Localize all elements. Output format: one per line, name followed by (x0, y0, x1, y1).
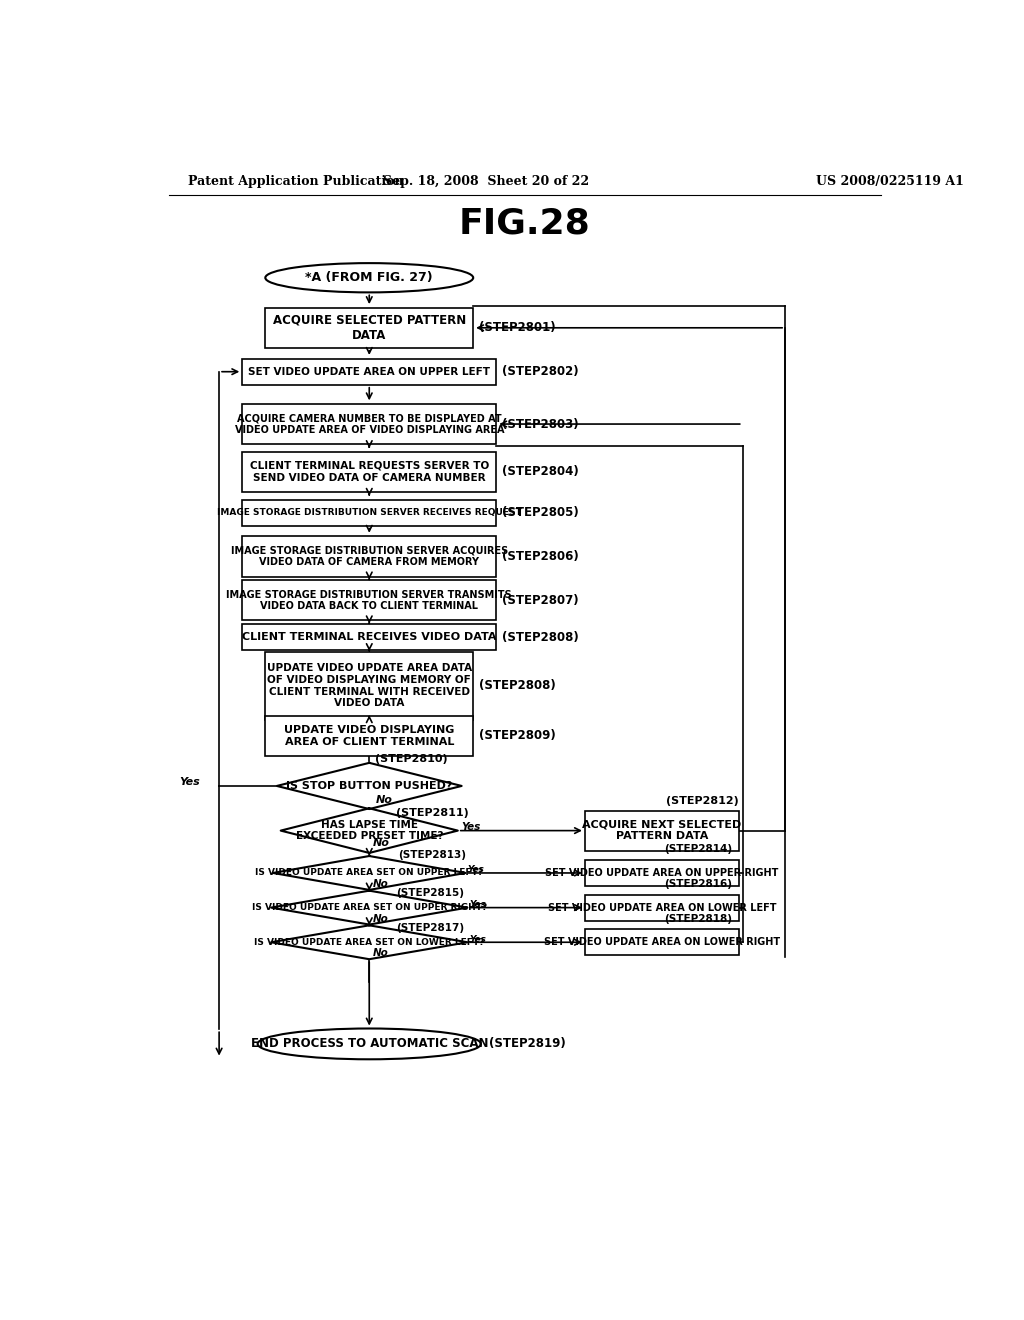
Text: (STEP2808): (STEP2808) (503, 631, 580, 644)
Text: Patent Application Publication: Patent Application Publication (188, 176, 403, 187)
FancyBboxPatch shape (585, 895, 739, 921)
Polygon shape (273, 857, 466, 890)
FancyBboxPatch shape (585, 810, 739, 850)
Text: (STEP2809): (STEP2809) (479, 730, 556, 742)
FancyBboxPatch shape (243, 499, 497, 525)
FancyBboxPatch shape (585, 859, 739, 886)
Polygon shape (281, 808, 458, 853)
Text: US 2008/0225119 A1: US 2008/0225119 A1 (816, 176, 964, 187)
Text: ACQUIRE NEXT SELECTED
PATTERN DATA: ACQUIRE NEXT SELECTED PATTERN DATA (583, 820, 741, 841)
Text: (STEP2819): (STEP2819) (488, 1038, 565, 1051)
Text: (STEP2801): (STEP2801) (479, 321, 556, 334)
Text: (STEP2811): (STEP2811) (396, 808, 469, 817)
Text: (STEP2802): (STEP2802) (503, 366, 580, 379)
Text: (STEP2818): (STEP2818) (665, 913, 732, 924)
Text: IS VIDEO UPDATE AREA SET ON UPPER RIGHT?: IS VIDEO UPDATE AREA SET ON UPPER RIGHT? (252, 903, 486, 912)
Text: Yes: Yes (179, 777, 200, 787)
Text: *A (FROM FIG. 27): *A (FROM FIG. 27) (305, 271, 433, 284)
Ellipse shape (265, 263, 473, 293)
Text: IMAGE STORAGE DISTRIBUTION SERVER TRANSMITS
VIDEO DATA BACK TO CLIENT TERMINAL: IMAGE STORAGE DISTRIBUTION SERVER TRANSM… (226, 590, 512, 611)
Text: (STEP2803): (STEP2803) (503, 417, 580, 430)
Text: IS VIDEO UPDATE AREA SET ON LOWER LEFT?: IS VIDEO UPDATE AREA SET ON LOWER LEFT? (254, 937, 484, 946)
Text: (STEP2816): (STEP2816) (665, 879, 732, 890)
FancyBboxPatch shape (243, 581, 497, 620)
Text: IMAGE STORAGE DISTRIBUTION SERVER ACQUIRES
VIDEO DATA OF CAMERA FROM MEMORY: IMAGE STORAGE DISTRIBUTION SERVER ACQUIR… (230, 545, 508, 568)
Text: CLIENT TERMINAL RECEIVES VIDEO DATA: CLIENT TERMINAL RECEIVES VIDEO DATA (242, 632, 497, 643)
FancyBboxPatch shape (243, 359, 497, 385)
Text: Sep. 18, 2008  Sheet 20 of 22: Sep. 18, 2008 Sheet 20 of 22 (383, 176, 590, 187)
Text: IS STOP BUTTON PUSHED?: IS STOP BUTTON PUSHED? (286, 781, 453, 791)
Text: No: No (373, 838, 390, 849)
FancyBboxPatch shape (243, 536, 497, 577)
Text: ACQUIRE CAMERA NUMBER TO BE DISPLAYED AT
VIDEO UPDATE AREA OF VIDEO DISPLAYING A: ACQUIRE CAMERA NUMBER TO BE DISPLAYED AT… (234, 413, 504, 434)
FancyBboxPatch shape (585, 929, 739, 956)
Text: No: No (373, 879, 389, 890)
Text: Yes: Yes (469, 935, 486, 944)
Text: (STEP2808): (STEP2808) (479, 680, 556, 693)
Text: (STEP2810): (STEP2810) (376, 754, 449, 764)
Text: (STEP2812): (STEP2812) (666, 796, 738, 807)
Text: (STEP2814): (STEP2814) (665, 845, 732, 854)
Text: CLIENT TERMINAL REQUESTS SERVER TO
SEND VIDEO DATA OF CAMERA NUMBER: CLIENT TERMINAL REQUESTS SERVER TO SEND … (250, 461, 488, 483)
FancyBboxPatch shape (265, 652, 473, 719)
FancyBboxPatch shape (243, 451, 497, 492)
FancyBboxPatch shape (243, 404, 497, 444)
Text: No: No (373, 913, 389, 924)
FancyBboxPatch shape (265, 308, 473, 348)
Text: (STEP2806): (STEP2806) (503, 550, 580, 564)
Text: (STEP2804): (STEP2804) (503, 465, 580, 478)
FancyBboxPatch shape (265, 715, 473, 756)
Text: END PROCESS TO AUTOMATIC SCAN: END PROCESS TO AUTOMATIC SCAN (251, 1038, 488, 1051)
Polygon shape (276, 763, 462, 809)
Text: No: No (373, 949, 389, 958)
Text: (STEP2805): (STEP2805) (503, 506, 580, 519)
Polygon shape (271, 925, 467, 960)
Text: Yes: Yes (469, 900, 486, 909)
Ellipse shape (258, 1028, 481, 1059)
Text: IS VIDEO UPDATE AREA SET ON UPPER LEFT?: IS VIDEO UPDATE AREA SET ON UPPER LEFT? (255, 869, 483, 878)
Text: Yes: Yes (462, 822, 481, 832)
Text: SET VIDEO UPDATE AREA ON LOWER LEFT: SET VIDEO UPDATE AREA ON LOWER LEFT (548, 903, 776, 912)
Text: IMAGE STORAGE DISTRIBUTION SERVER RECEIVES REQUEST: IMAGE STORAGE DISTRIBUTION SERVER RECEIV… (217, 508, 521, 517)
FancyBboxPatch shape (243, 624, 497, 651)
Text: UPDATE VIDEO UPDATE AREA DATA
OF VIDEO DISPLAYING MEMORY OF
CLIENT TERMINAL WITH: UPDATE VIDEO UPDATE AREA DATA OF VIDEO D… (266, 664, 472, 709)
Text: No: No (376, 795, 392, 805)
Polygon shape (271, 891, 467, 924)
Text: (STEP2813): (STEP2813) (398, 850, 467, 859)
Text: HAS LAPSE TIME
EXCEEDED PRESET TIME?: HAS LAPSE TIME EXCEEDED PRESET TIME? (296, 820, 443, 841)
Text: SET VIDEO UPDATE AREA ON LOWER RIGHT: SET VIDEO UPDATE AREA ON LOWER RIGHT (544, 937, 780, 948)
Text: FIG.28: FIG.28 (459, 207, 591, 240)
Text: SET VIDEO UPDATE AREA ON UPPER RIGHT: SET VIDEO UPDATE AREA ON UPPER RIGHT (545, 869, 778, 878)
Text: (STEP2815): (STEP2815) (396, 888, 464, 899)
Text: SET VIDEO UPDATE AREA ON UPPER LEFT: SET VIDEO UPDATE AREA ON UPPER LEFT (248, 367, 490, 376)
Text: (STEP2817): (STEP2817) (396, 923, 464, 933)
Text: ACQUIRE SELECTED PATTERN
DATA: ACQUIRE SELECTED PATTERN DATA (272, 314, 466, 342)
Text: UPDATE VIDEO DISPLAYING
AREA OF CLIENT TERMINAL: UPDATE VIDEO DISPLAYING AREA OF CLIENT T… (284, 725, 455, 747)
Text: (STEP2807): (STEP2807) (503, 594, 580, 607)
Text: Yes: Yes (468, 866, 484, 874)
